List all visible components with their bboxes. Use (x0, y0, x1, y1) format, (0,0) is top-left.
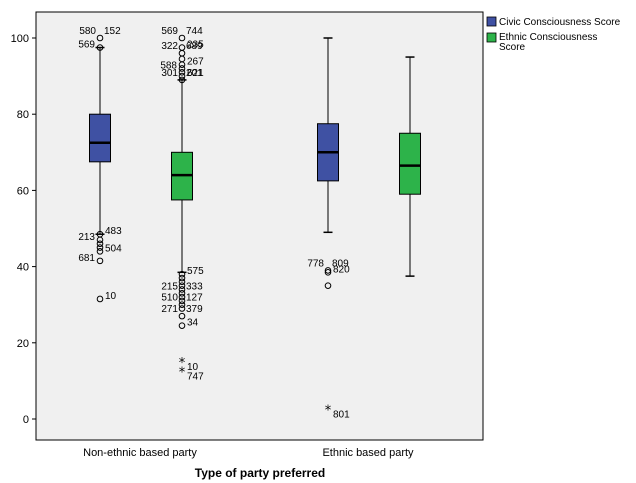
box-group (89, 37, 421, 277)
outlier-label: 504 (105, 243, 122, 254)
outlier-label: 483 (105, 226, 122, 237)
legend-swatch (486, 32, 497, 43)
outlier-label: 379 (186, 304, 203, 315)
outlier-marker (96, 244, 104, 251)
extreme-outlier-marker: * (179, 356, 186, 371)
outlier-marker (178, 286, 186, 293)
outlier-marker (178, 305, 186, 312)
iqr-box (89, 113, 111, 163)
legend-label: Civic Consciousness Score (499, 17, 621, 28)
outlier-marker (178, 282, 186, 289)
outlier-marker (324, 269, 332, 276)
outlier-label: 681 (78, 253, 95, 264)
box-1-0 (171, 79, 193, 274)
outlier-label: 809 (332, 258, 349, 269)
legend-label: Ethnic Consciousness (499, 32, 597, 43)
outlier-label: 778 (307, 258, 324, 269)
outlier-marker (324, 267, 332, 274)
outlier-marker (96, 248, 104, 255)
outlier-label: 820 (333, 264, 350, 275)
x-tick-label: Ethnic based party (322, 447, 414, 459)
outlier-label: 569 (161, 26, 178, 37)
y-tick-label: 80 (17, 109, 29, 121)
outlier-marker (96, 34, 104, 42)
outlier-marker (178, 312, 186, 320)
y-tick-label: 0 (23, 414, 29, 426)
outlier-label: 322 (161, 41, 178, 52)
plot-background (35, 11, 484, 441)
outlier-marker (178, 68, 186, 76)
box-0-0 (89, 46, 111, 235)
outlier-label: 301 (161, 68, 178, 79)
outlier-marker (178, 34, 186, 42)
outlier-label: 510 (161, 293, 178, 304)
outlier-label: 333 (186, 281, 203, 292)
outlier-marker (96, 295, 104, 303)
extreme-outlier-marker: * (179, 365, 186, 380)
outlier-label: 235 (187, 40, 204, 51)
outlier-label: 201 (186, 68, 203, 79)
y-axis: 0 20 40 60 80 100 (11, 33, 36, 426)
outlier-label: 267 (187, 57, 204, 68)
outlier-label: 575 (187, 266, 204, 277)
y-tick-label: 40 (17, 262, 29, 274)
outlier-label: 213 (78, 232, 95, 243)
outlier-marker (178, 65, 186, 72)
outlier-marker (96, 257, 104, 265)
outlier-label: 801 (333, 409, 350, 420)
outlier-marker (178, 297, 186, 305)
x-axis-title: Type of party preferred (195, 466, 325, 480)
outlier-marker (178, 322, 186, 329)
outlier-marker (96, 236, 104, 244)
y-tick-label: 100 (11, 33, 29, 45)
x-tick-label: Non-ethnic based party (83, 447, 197, 459)
outlier-marker (178, 301, 186, 309)
legend-swatch (486, 16, 497, 27)
outlier-marker (178, 278, 186, 286)
outlier-label: 621 (187, 68, 204, 79)
y-tick-label: 60 (17, 185, 29, 197)
outlier-marker (178, 270, 186, 278)
extreme-outlier-marker: * (325, 403, 332, 418)
outlier-label: 747 (187, 371, 204, 382)
outlier-marker (96, 240, 104, 248)
outlier-label: 569 (78, 40, 95, 51)
legend-label-cont: Score (499, 42, 526, 53)
outlier-label: 588 (160, 60, 177, 71)
outlier-label: 34 (187, 318, 199, 329)
outlier-label: 152 (104, 26, 121, 37)
outlier-marker (178, 293, 186, 301)
outlier-marker (178, 274, 186, 282)
legend: Civic Consciousness Score Ethnic Consciou… (486, 16, 621, 53)
outlier-label: 744 (186, 26, 203, 37)
outlier-marker (178, 289, 186, 297)
box-1-1 (399, 56, 421, 277)
outlier-label: 689 (186, 41, 203, 52)
outlier-marker (178, 76, 186, 84)
outlier-label: 10 (187, 362, 199, 373)
box-0-1 (317, 37, 339, 234)
outlier-marker (324, 282, 332, 289)
y-tick-label: 20 (17, 338, 29, 350)
iqr-box (399, 132, 421, 195)
outlier-label: 127 (186, 293, 203, 304)
outlier-marker (178, 72, 186, 80)
outlier-marker (178, 61, 186, 68)
outlier-label: 271 (161, 304, 178, 315)
outlier-marker (96, 44, 104, 51)
outlier-label: 215 (161, 281, 178, 292)
outlier-label: 10 (105, 291, 117, 302)
outlier-label: 580 (79, 26, 96, 37)
x-axis: Non-ethnic based party Ethnic based party (83, 447, 414, 459)
